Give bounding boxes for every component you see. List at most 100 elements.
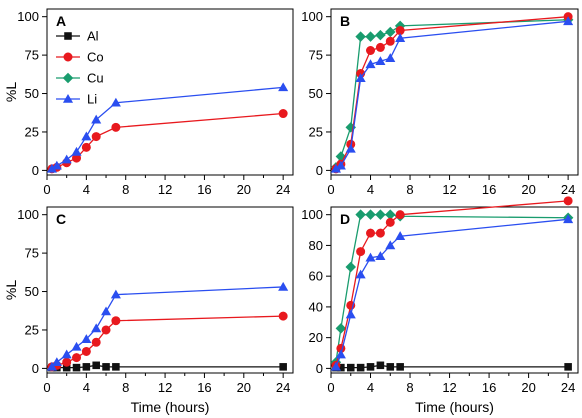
x-axis-title: Time (hours) <box>131 399 210 415</box>
x-tick-label: 16 <box>482 380 496 395</box>
data-point-li <box>330 163 341 173</box>
data-point-li <box>385 240 396 250</box>
data-point-co <box>278 109 288 119</box>
data-point-al <box>102 363 110 371</box>
panel-b: 0 4 8 12 16 20 24 0 25 50 75 100 B <box>301 8 579 197</box>
legend-label-co: Co <box>87 50 104 65</box>
y-tick-label: 50 <box>25 284 39 299</box>
series-line-li <box>335 218 569 368</box>
x-tick-label: 20 <box>521 380 535 395</box>
y-tick-label: 50 <box>25 86 39 101</box>
plot-frame <box>330 206 579 374</box>
data-point-li <box>46 163 57 173</box>
panel-a: 0 4 8 12 16 20 24 0 25 50 75 100 %L A Al Co Cu Li <box>3 8 294 197</box>
data-point-co <box>563 196 573 206</box>
y-tick-label: 40 <box>309 299 323 314</box>
data-point-li <box>563 16 574 26</box>
data-point-co <box>278 311 288 321</box>
data-point-li <box>61 349 72 359</box>
x-tick-label: 0 <box>327 380 334 395</box>
data-point-li <box>101 306 112 316</box>
x-tick-label: 12 <box>158 182 172 197</box>
data-point-cu <box>385 26 396 38</box>
series-line-co <box>335 200 569 366</box>
legend-label-al: Al <box>87 29 99 44</box>
y-tick-label: 100 <box>301 207 323 222</box>
y-tick-label: 0 <box>316 163 323 178</box>
x-tick-label: 8 <box>406 182 413 197</box>
x-tick-label: 4 <box>83 182 90 197</box>
data-point-li <box>91 323 102 333</box>
x-axis-title: Time (hours) <box>415 399 494 415</box>
x-tick-label: 4 <box>367 182 374 197</box>
x-tick-label: 4 <box>83 380 90 395</box>
panel-label: B <box>340 13 350 29</box>
data-point-cu <box>375 29 386 41</box>
legend-label-li: Li <box>87 92 97 107</box>
data-point-co <box>366 228 376 238</box>
y-tick-label: 100 <box>17 9 39 24</box>
x-tick-label: 0 <box>43 182 50 197</box>
x-tick-label: 16 <box>197 380 211 395</box>
legend-marker-co <box>63 52 73 62</box>
x-tick-label: 4 <box>367 380 374 395</box>
data-point-co <box>91 337 101 347</box>
x-tick-label: 8 <box>122 182 129 197</box>
y-tick-label: 0 <box>32 361 39 376</box>
data-point-co <box>375 42 385 52</box>
x-tick-label: 16 <box>482 182 496 197</box>
x-tick-label: 24 <box>561 380 575 395</box>
data-point-co <box>111 316 121 326</box>
data-point-co <box>62 357 72 367</box>
data-point-co <box>111 122 121 132</box>
y-tick-label: 25 <box>25 322 39 337</box>
series-cu <box>330 14 574 173</box>
y-tick-label: 75 <box>309 48 323 63</box>
legend-label-cu: Cu <box>87 71 104 86</box>
data-point-cu <box>355 31 366 42</box>
y-tick-label: 25 <box>25 124 39 139</box>
data-point-li <box>46 361 57 371</box>
data-point-al <box>386 363 395 371</box>
data-point-al <box>279 363 287 371</box>
plot-frame <box>330 8 579 176</box>
x-tick-label: 0 <box>327 182 334 197</box>
data-point-co <box>81 142 91 152</box>
data-point-li <box>71 146 82 156</box>
data-point-co <box>385 36 395 46</box>
data-point-al <box>62 363 71 372</box>
data-point-co <box>385 217 395 227</box>
y-tick-label: 0 <box>316 361 323 376</box>
x-tick-label: 12 <box>158 380 172 395</box>
data-point-li <box>563 214 574 224</box>
data-point-li <box>330 361 341 371</box>
data-point-al <box>356 363 365 372</box>
data-point-li <box>51 357 62 367</box>
panel-c: 0 4 8 12 16 20 24 0 25 50 75 100 %L Time (hours) C <box>3 206 294 415</box>
y-tick-label: 60 <box>309 269 323 284</box>
data-point-co <box>72 353 82 363</box>
data-point-li <box>81 334 92 343</box>
data-point-al <box>366 363 375 371</box>
y-tick-label: 75 <box>25 246 39 261</box>
x-tick-label: 12 <box>442 182 456 197</box>
data-point-al <box>82 363 91 371</box>
data-point-li <box>91 114 102 124</box>
data-point-li <box>61 154 72 164</box>
data-point-li <box>110 289 121 299</box>
data-point-li <box>395 33 406 42</box>
data-point-al <box>346 363 355 372</box>
data-point-cu <box>385 209 396 220</box>
series-al <box>332 361 572 372</box>
data-point-li <box>71 341 82 351</box>
data-point-li <box>278 82 289 92</box>
panel-label: C <box>56 211 66 227</box>
data-point-li <box>81 131 92 141</box>
plot-frame <box>46 8 294 176</box>
data-point-li <box>110 97 121 107</box>
plot-frame <box>46 206 294 374</box>
data-point-li <box>365 252 376 262</box>
data-point-li <box>335 349 346 359</box>
panel-label: A <box>56 13 66 29</box>
